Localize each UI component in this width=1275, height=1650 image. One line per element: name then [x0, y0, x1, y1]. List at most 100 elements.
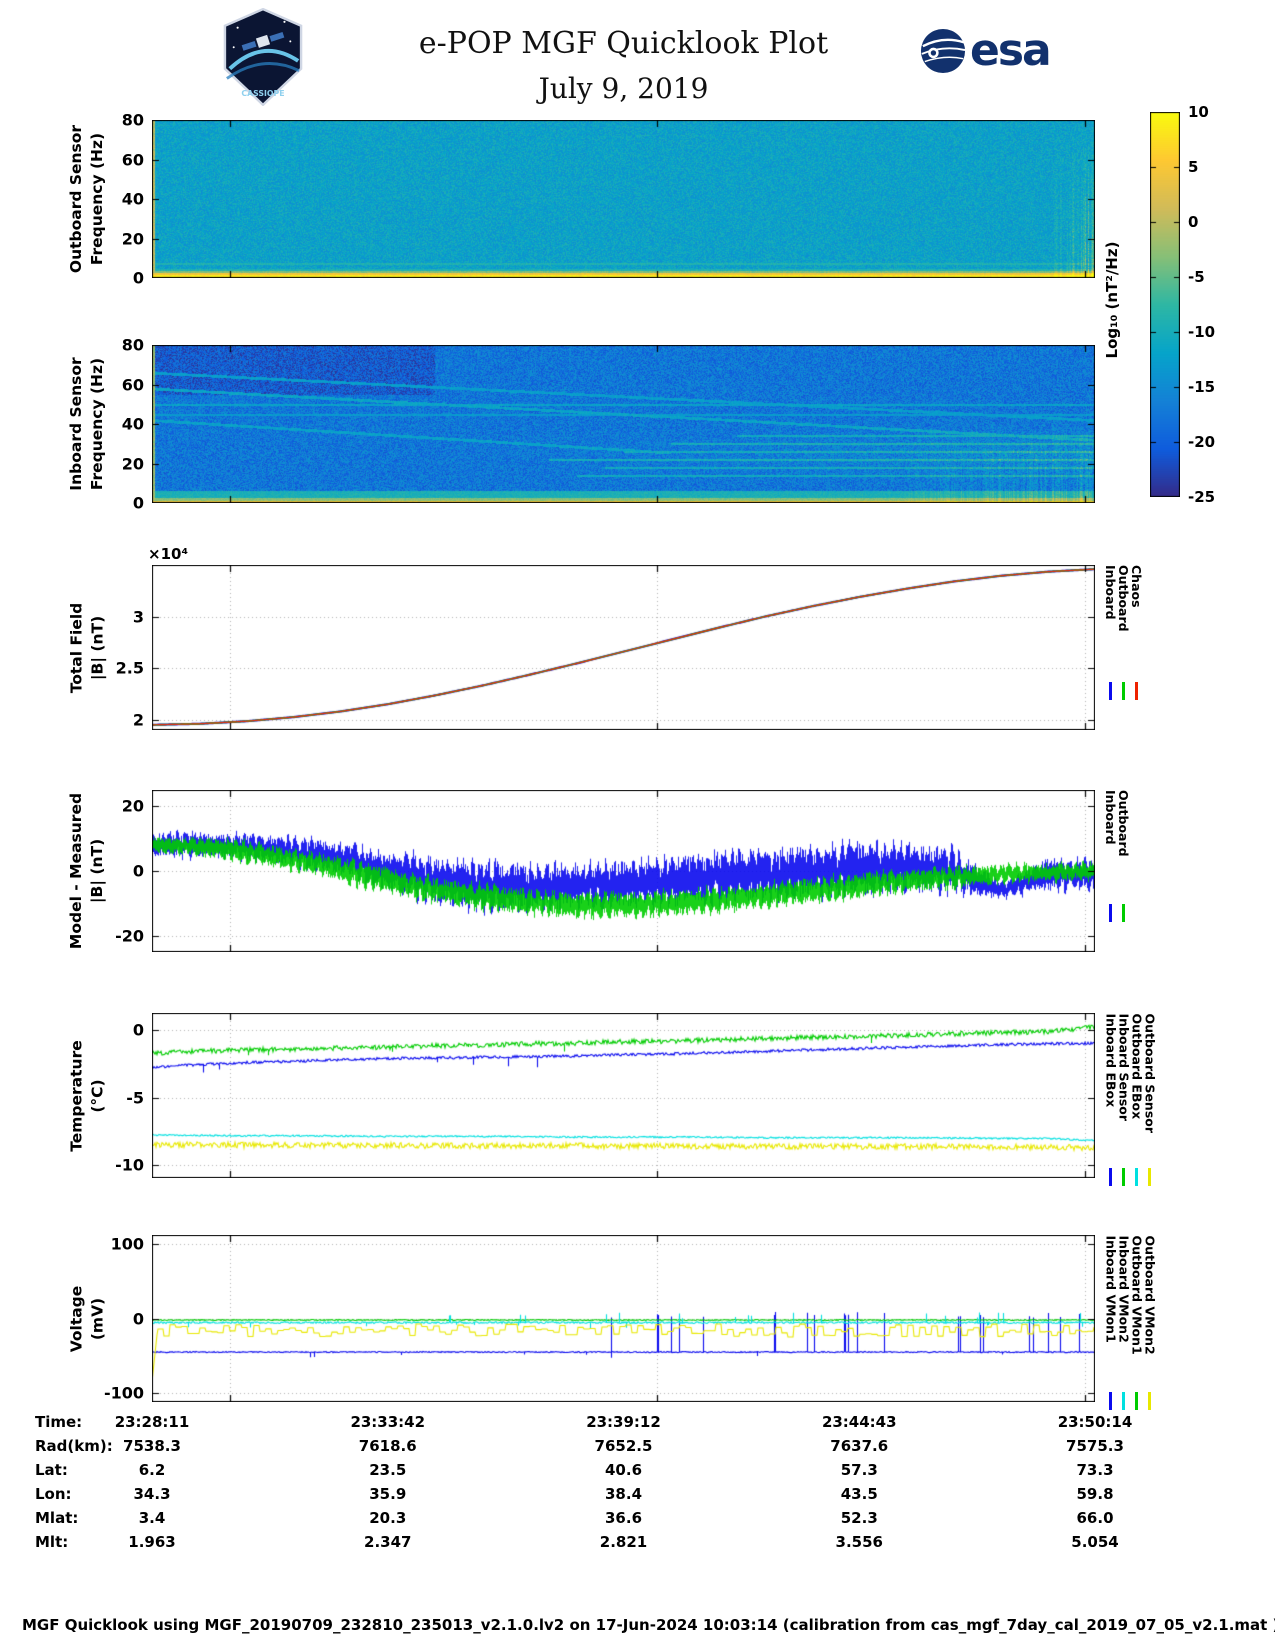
eph-value: 43.5	[840, 1485, 878, 1503]
eph-value: 3.4	[138, 1509, 166, 1527]
y-tick-label: 0	[132, 493, 144, 513]
cassiope-mission-patch: CASSIOPE	[223, 8, 303, 106]
y-tick-label: 100	[110, 1234, 144, 1254]
legend-line-sample-outboard-vmon2	[1148, 1392, 1151, 1410]
y-tick-label: 80	[121, 110, 144, 130]
figure-title: e-POP MGF Quicklook Plot	[418, 26, 829, 61]
colorbar-tick-label: 5	[1188, 158, 1199, 176]
legend-line-sample-outboard-ebox	[1135, 1168, 1138, 1186]
y-tick-label: 0	[132, 268, 144, 288]
legend-model_minus_measured: Outboard Inboard	[1103, 790, 1131, 952]
legend-line-sample-inboard	[1109, 904, 1112, 922]
eph-value: 3.556	[835, 1533, 883, 1551]
eph-value: 23:33:42	[350, 1413, 426, 1431]
y-tick-label: 0	[132, 1309, 144, 1328]
legend-temperature: Outboard Sensor Outboard EBox Inboard Sens…	[1103, 1013, 1157, 1178]
eph-value: 7575.3	[1066, 1437, 1124, 1455]
legend-label-inboard-ebox: Inboard EBox	[1103, 1013, 1118, 1107]
eph-value: 73.3	[1076, 1461, 1114, 1479]
legend-label-inboard-sensor: Inboard Sensor	[1116, 1013, 1131, 1121]
legend-total_field: Chaos Outboard Inboard	[1103, 565, 1144, 730]
y-tick-label: -100	[103, 1383, 144, 1403]
eph-value: 6.2	[138, 1461, 166, 1479]
legend-label-chaos: Chaos	[1129, 565, 1144, 608]
colorbar	[1150, 112, 1180, 497]
eph-row-label-time: Time:	[35, 1413, 83, 1431]
y-tick-label: 20	[121, 229, 144, 248]
y-tick-label: 0	[132, 1020, 144, 1040]
legend-line-sample-outboard	[1122, 904, 1125, 922]
legend-label-outboard: Outboard	[1116, 565, 1131, 632]
legend-label-outboard-vmon1: Outboard VMon1	[1129, 1235, 1144, 1355]
legend-label-outboard: Outboard	[1116, 790, 1131, 857]
eph-row-label-lon: Lon:	[35, 1485, 72, 1503]
temperature-plot	[152, 1013, 1095, 1178]
legend-voltage: Outboard VMon2 Outboard VMon1 Inboard VMon…	[1103, 1235, 1157, 1402]
legend-line-sample-inboard-vmon2	[1122, 1392, 1125, 1410]
colorbar-tick-label: -20	[1188, 433, 1216, 451]
eph-value: 23:44:43	[821, 1413, 897, 1431]
eph-value: 7538.3	[123, 1437, 181, 1455]
y-tick-label: -20	[115, 926, 144, 946]
y-tick-label: 2.5	[115, 658, 144, 678]
footer-note: MGF Quicklook using MGF_20190709_232810_…	[22, 1616, 1275, 1634]
legend-label-inboard-vmon1: Inboard VMon1	[1103, 1235, 1118, 1343]
eph-value: 57.3	[840, 1461, 878, 1479]
legend-line-sample-inboard-sensor	[1122, 1168, 1125, 1186]
esa-globe-icon	[920, 28, 966, 74]
colorbar-tick-label: -15	[1188, 378, 1216, 396]
eph-value: 23:39:12	[586, 1413, 661, 1431]
eph-value: 40.6	[604, 1461, 643, 1479]
colorbar-tick-label: 10	[1188, 103, 1209, 121]
y-tick-label: -5	[126, 1088, 144, 1107]
outboard-spectrogram-plot	[152, 120, 1095, 278]
eph-value: 7637.6	[830, 1437, 889, 1455]
colorbar-tick-label: -25	[1188, 488, 1216, 506]
mission-patch-text: CASSIOPE	[241, 89, 284, 98]
y-tick-label: 40	[121, 189, 144, 209]
eph-value: 5.054	[1071, 1533, 1119, 1551]
y-tick-label: 60	[121, 375, 144, 394]
y-tick-label: 80	[121, 335, 144, 355]
legend-label-inboard: Inboard	[1103, 565, 1118, 620]
eph-value: 23:50:14	[1057, 1413, 1133, 1431]
eph-value: 23:28:11	[114, 1413, 190, 1431]
y-tick-label: 2	[132, 710, 144, 730]
colorbar-tick-label: -10	[1188, 323, 1216, 341]
eph-value: 38.4	[604, 1485, 643, 1503]
eph-value: 35.9	[369, 1485, 407, 1503]
legend-line-sample-outboard-vmon1	[1135, 1392, 1138, 1410]
eph-row-label-lat: Lat:	[35, 1461, 68, 1479]
y-axis-exponent-label: ×10⁴	[148, 545, 189, 563]
eph-value: 36.6	[604, 1509, 643, 1527]
eph-value: 2.347	[364, 1533, 412, 1551]
model-minus-measured-plot	[152, 790, 1095, 952]
y-tick-label: 3	[132, 607, 144, 627]
y-tick-label: 60	[121, 150, 144, 169]
legend-label-outboard-ebox: Outboard EBox	[1129, 1013, 1144, 1119]
ylabel-total-field: Total Field |B| (nT)	[67, 602, 106, 693]
eph-value: 52.3	[840, 1509, 878, 1527]
legend-line-sample-inboard-vmon1	[1109, 1392, 1112, 1410]
total-field-plot	[152, 565, 1095, 730]
legend-label-inboard: Inboard	[1103, 790, 1118, 845]
colorbar-label: Log₁₀ (nT²/Hz)	[1103, 241, 1121, 359]
eph-row-label-mlat: Mlat:	[35, 1509, 79, 1527]
eph-value: 1.963	[128, 1533, 176, 1551]
legend-label-inboard-vmon2: Inboard VMon2	[1116, 1235, 1131, 1343]
legend-line-sample-inboard	[1109, 682, 1112, 700]
eph-row-label-radkm: Rad(km):	[35, 1437, 113, 1455]
legend-line-sample-outboard	[1122, 682, 1125, 700]
eph-row-label-mlt: Mlt:	[35, 1533, 69, 1551]
eph-value: 34.3	[133, 1485, 171, 1503]
legend-line-sample-inboard-ebox	[1109, 1168, 1112, 1186]
y-tick-label: 20	[121, 796, 144, 816]
colorbar-tick-label: -5	[1188, 268, 1205, 286]
esa-wordmark: esa	[970, 25, 1052, 76]
eph-value: 7618.6	[358, 1437, 417, 1455]
voltage-plot	[152, 1235, 1095, 1402]
eph-value: 59.8	[1076, 1485, 1114, 1503]
legend-line-sample-outboard-sensor	[1148, 1168, 1151, 1186]
legend-label-outboard-sensor: Outboard Sensor	[1142, 1013, 1157, 1133]
